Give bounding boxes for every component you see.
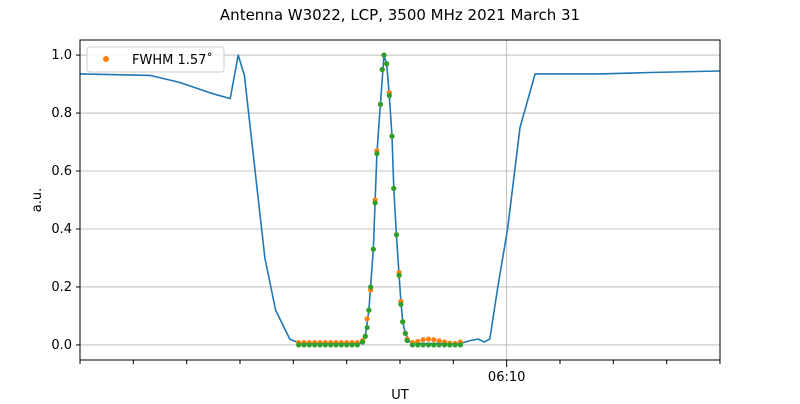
green-point	[360, 339, 366, 345]
green-point	[317, 342, 323, 348]
green-point	[368, 284, 374, 290]
green-point	[447, 342, 453, 348]
green-point	[366, 307, 372, 313]
green-point	[452, 342, 458, 348]
green-point	[296, 342, 302, 348]
legend-box	[86, 46, 225, 73]
green-point	[398, 301, 404, 307]
green-point	[393, 232, 400, 238]
green-point	[389, 133, 395, 139]
green-point	[457, 342, 464, 348]
green-point	[402, 330, 408, 336]
green-point	[349, 342, 355, 348]
grid	[80, 40, 720, 360]
orange-point	[420, 337, 426, 343]
y-tick-label: 1.0	[51, 48, 72, 63]
green-point	[425, 342, 432, 348]
green-point	[333, 342, 339, 348]
orange-point	[431, 337, 437, 343]
green-point	[377, 101, 384, 107]
green-point	[441, 342, 448, 348]
y-axis-label: a.u.	[30, 188, 45, 212]
green-point	[384, 61, 390, 67]
green-point	[312, 342, 318, 348]
green-point	[386, 93, 392, 99]
legend: FWHM 1.57˚	[86, 46, 225, 73]
green-point	[328, 342, 334, 348]
series-group	[80, 52, 720, 348]
green-point	[379, 66, 385, 73]
green-point	[391, 185, 397, 192]
y-tick-label: 0.4	[51, 222, 72, 237]
x-tick-label: 06:10	[488, 370, 525, 385]
green-point	[306, 342, 312, 348]
green-point	[338, 342, 344, 348]
green-point	[396, 272, 402, 278]
green-point	[301, 342, 307, 348]
green-point	[370, 246, 376, 252]
axes-frame	[79, 39, 721, 361]
chart-title: Antenna W3022, LCP, 3500 MHz 2021 March …	[220, 6, 580, 24]
green-point	[409, 342, 416, 348]
green-point	[372, 200, 378, 206]
green-point	[381, 52, 387, 58]
green-point	[354, 342, 360, 348]
green-point	[404, 337, 410, 344]
legend-marker	[103, 56, 109, 62]
ticks: 0.0 0.2 0.4 0.6 0.8 1.0 06:10	[51, 48, 721, 385]
green-point	[322, 342, 328, 348]
green-point	[364, 324, 370, 331]
plot-area	[80, 52, 720, 348]
orange-point	[425, 336, 432, 342]
y-tick-label: 0.8	[51, 106, 72, 121]
line-series	[80, 54, 720, 345]
y-tick-label: 0.2	[51, 280, 72, 295]
green-point	[374, 151, 380, 157]
green-point	[415, 342, 421, 348]
legend-label: FWHM 1.57˚	[132, 52, 213, 68]
green-point	[420, 342, 426, 348]
green-point	[344, 342, 350, 348]
orange-point	[364, 316, 370, 322]
green-point	[436, 342, 442, 348]
x-axis-label: UT	[391, 388, 409, 400]
y-tick-label: 0.6	[51, 164, 72, 179]
orange-point	[436, 338, 442, 344]
green-point	[400, 319, 406, 325]
green-point	[431, 342, 437, 348]
y-tick-label: 0.0	[51, 338, 72, 353]
green-point	[362, 333, 368, 339]
